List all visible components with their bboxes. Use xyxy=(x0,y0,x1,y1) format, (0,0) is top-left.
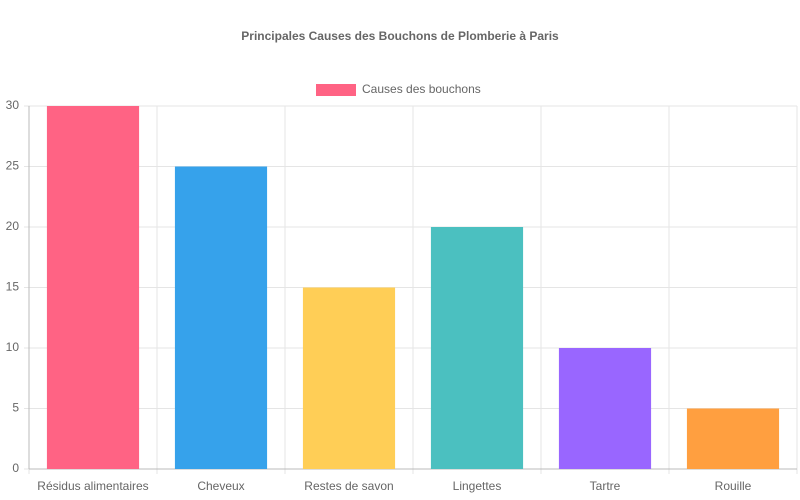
bar xyxy=(174,166,268,469)
bar xyxy=(558,348,652,469)
x-tick-label: Tartre xyxy=(590,479,621,493)
legend-swatch xyxy=(316,84,356,96)
y-tick-label: 15 xyxy=(6,280,20,294)
y-tick-label: 20 xyxy=(6,219,20,233)
x-tick-label: Lingettes xyxy=(453,479,502,493)
bar xyxy=(686,408,780,469)
x-tick-label: Rouille xyxy=(715,479,752,493)
legend-label: Causes des bouchons xyxy=(362,82,481,96)
chart-title: Principales Causes des Bouchons de Plomb… xyxy=(241,29,559,43)
x-tick-label: Restes de savon xyxy=(304,479,393,493)
y-tick-label: 25 xyxy=(6,159,20,173)
x-tick-label: Résidus alimentaires xyxy=(37,479,148,493)
y-tick-label: 30 xyxy=(6,98,20,112)
y-tick-label: 5 xyxy=(12,401,19,415)
y-tick-label: 10 xyxy=(6,340,20,354)
bar xyxy=(430,227,524,469)
bar xyxy=(302,287,396,469)
x-tick-label: Cheveux xyxy=(197,479,244,493)
y-tick-label: 0 xyxy=(12,461,19,475)
bar xyxy=(46,106,140,469)
